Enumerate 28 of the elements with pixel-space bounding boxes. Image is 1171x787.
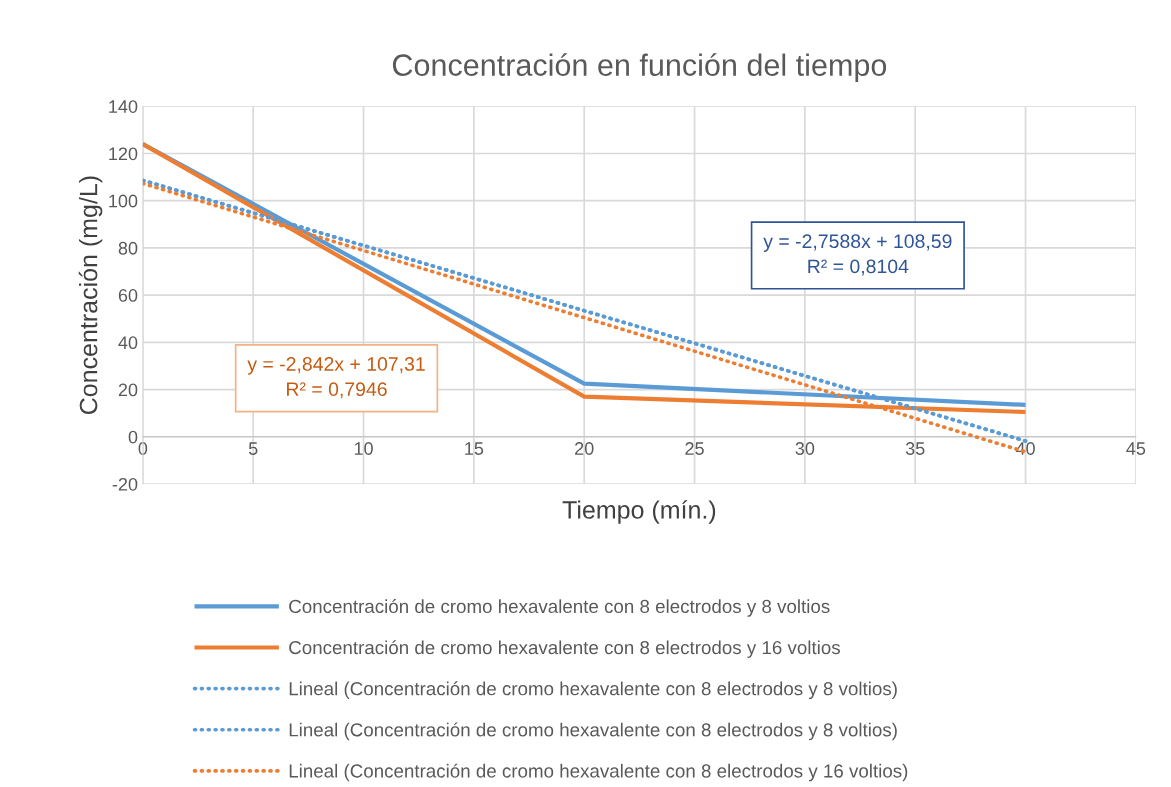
y-tick-label: 0 — [128, 430, 138, 444]
y-axis-title: Concentración (mg/L) — [78, 176, 103, 415]
x-tick-label: 5 — [248, 442, 258, 455]
x-tick-label: 25 — [685, 442, 704, 455]
y-tick-label: 140 — [109, 100, 138, 113]
y-tick-label: 40 — [118, 336, 138, 350]
chart-title: Concentración en función del tiempo — [392, 53, 887, 83]
x-tick-label: 30 — [795, 442, 815, 455]
x-tick-label: 35 — [905, 442, 925, 455]
x-tick-label: 10 — [354, 442, 373, 455]
legend-label: Concentración de cromo hexavalente con 8 electrodos y 16 voltios — [289, 640, 840, 658]
legend-label: Lineal (Concentración de cromo hexavalente con 8 electrodos y 8 voltios) — [289, 681, 897, 700]
legend-label: Lineal (Concentración de cromo hexavalente con 8 electrodos y 8 voltios) — [289, 722, 897, 741]
y-tick-label: 20 — [118, 383, 138, 397]
x-tick-label: 20 — [575, 442, 594, 455]
y-tick-label: -20 — [112, 477, 138, 491]
y-tick-label: 60 — [118, 289, 138, 302]
legend-label: Lineal (Concentración de cromo hexavalente con 8 electrodos y 16 voltios) — [289, 763, 908, 782]
x-tick-label: 0 — [138, 442, 148, 455]
y-tick-label: 100 — [109, 194, 138, 208]
x-tick-label: 45 — [1126, 442, 1146, 455]
annotation: y = -2,842x + 107,31 R² = 0,7946 — [247, 357, 425, 399]
annotation: y = -2,7588x + 108,59 R² = 0,8104 — [763, 234, 952, 276]
legend-label: Concentración de cromo hexavalente con 8 electrodos y 8 voltios — [289, 599, 830, 617]
y-tick-label: 120 — [109, 147, 138, 161]
y-tick-label: 80 — [118, 241, 138, 255]
x-axis-title: Tiempo (mín.) — [562, 500, 716, 524]
x-tick-label: 15 — [465, 442, 484, 455]
